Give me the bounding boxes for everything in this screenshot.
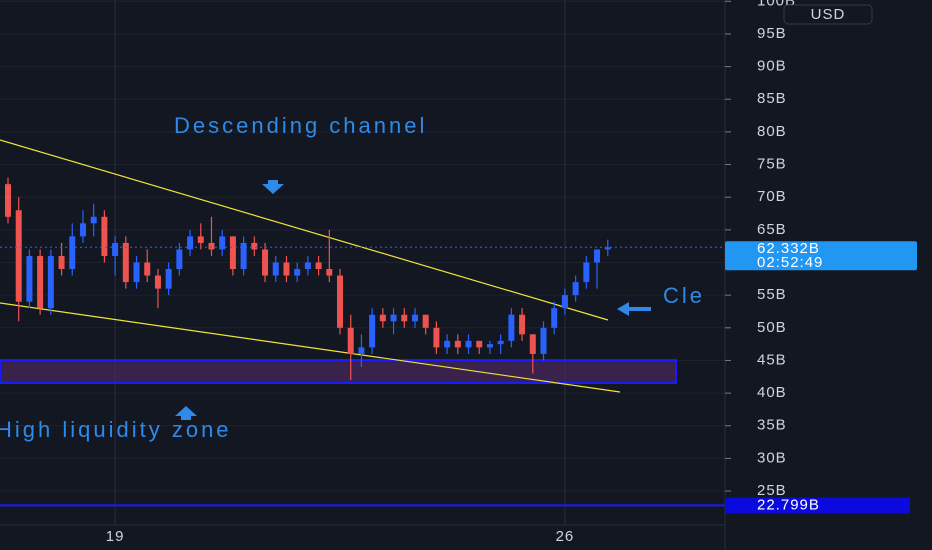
candle-body bbox=[5, 184, 11, 217]
candle-body bbox=[240, 242, 247, 270]
countdown: 02:52:49 bbox=[757, 254, 823, 271]
level-label-box bbox=[725, 497, 910, 514]
candle-body bbox=[337, 275, 344, 328]
y-tick-label: 65B bbox=[757, 221, 787, 238]
candle-body bbox=[26, 255, 33, 302]
candle-body bbox=[369, 314, 376, 348]
plot-area: Descending channel High liquidity zone C… bbox=[0, 113, 725, 507]
annotation: High liquidity zone bbox=[0, 417, 232, 442]
x-tick-label: 26 bbox=[556, 528, 575, 545]
y-tick-label: 40B bbox=[757, 384, 787, 401]
candle-body bbox=[229, 236, 236, 270]
candle-body bbox=[561, 295, 568, 309]
y-tick-label: 90B bbox=[757, 58, 787, 75]
y-tick-label: 45B bbox=[757, 351, 787, 368]
candle-body bbox=[304, 262, 311, 270]
candle-body bbox=[144, 262, 151, 276]
candle-body bbox=[326, 269, 333, 276]
candle-body bbox=[572, 282, 579, 296]
candle-body bbox=[154, 275, 161, 289]
candles bbox=[5, 177, 611, 381]
annotation: Descending channel bbox=[174, 113, 427, 138]
candle-body bbox=[551, 308, 558, 328]
candle-body bbox=[15, 210, 22, 302]
candle-body bbox=[133, 262, 140, 283]
candle-body bbox=[197, 236, 204, 243]
annotation: Cle bbox=[663, 283, 705, 308]
y-tick-label: 100B bbox=[757, 0, 796, 9]
price-axis bbox=[725, 0, 932, 550]
candle-body bbox=[101, 216, 108, 256]
y-tick-label: 35B bbox=[757, 417, 787, 434]
channel-lower bbox=[0, 302, 621, 393]
liquidity-zone bbox=[0, 359, 677, 384]
y-tick-label: 25B bbox=[757, 482, 787, 499]
candle-body bbox=[433, 327, 440, 348]
level-label: 22.799B bbox=[757, 496, 820, 513]
currency[interactable]: USD bbox=[811, 6, 846, 23]
arrow-left bbox=[617, 302, 651, 316]
currency-button[interactable] bbox=[783, 4, 873, 25]
candle-body bbox=[58, 255, 65, 270]
candle-body bbox=[165, 269, 172, 289]
candle-body bbox=[411, 314, 418, 322]
candle-body bbox=[444, 340, 451, 348]
candle-body bbox=[69, 236, 76, 270]
candle-body bbox=[390, 314, 397, 322]
candle-body bbox=[529, 334, 536, 354]
candle-body bbox=[112, 242, 119, 256]
candle-body bbox=[283, 262, 290, 276]
candle-body bbox=[176, 249, 183, 270]
candle-body bbox=[519, 314, 526, 335]
price-label-box bbox=[725, 241, 917, 271]
candle-body bbox=[315, 262, 322, 270]
candle-body bbox=[272, 262, 279, 276]
candle-body bbox=[251, 242, 258, 250]
candle-body bbox=[47, 255, 54, 309]
price-label: 62.332B bbox=[757, 240, 820, 257]
arrow-up bbox=[175, 406, 197, 420]
y-tick-label: 70B bbox=[757, 188, 787, 205]
y-tick-label: 55B bbox=[757, 286, 787, 303]
y-tick-label: 75B bbox=[757, 156, 787, 173]
candle-body bbox=[347, 327, 354, 354]
axis-labels: 25B30B35B40B45B50B55B60B65B70B75B80B85B9… bbox=[106, 0, 796, 545]
y-tick-label: 95B bbox=[757, 25, 787, 42]
candle-body bbox=[604, 247, 611, 250]
candle-body bbox=[583, 262, 590, 283]
candle-body bbox=[358, 347, 365, 354]
candle-body bbox=[508, 314, 515, 341]
candle-body bbox=[465, 340, 472, 348]
candle-body bbox=[454, 340, 461, 348]
candle-body bbox=[294, 269, 301, 276]
candle-body bbox=[262, 249, 269, 276]
arrow-down bbox=[262, 180, 284, 194]
y-tick-label: 30B bbox=[757, 449, 787, 466]
candle-body bbox=[79, 223, 86, 237]
y-tick-label: 80B bbox=[757, 123, 787, 140]
y-tick-label: 50B bbox=[757, 319, 787, 336]
candle-body bbox=[401, 314, 408, 322]
candle-body bbox=[90, 216, 97, 224]
candle-body bbox=[540, 327, 547, 354]
candle-body bbox=[187, 236, 194, 250]
candle-body bbox=[422, 314, 429, 328]
candle-body bbox=[486, 344, 493, 348]
candle-body bbox=[594, 249, 601, 263]
candle-body bbox=[379, 314, 386, 322]
y-tick-label: 85B bbox=[757, 90, 787, 107]
candle-body bbox=[122, 242, 129, 283]
candle-body bbox=[476, 340, 483, 348]
grid bbox=[0, 0, 725, 525]
candle-body bbox=[37, 255, 44, 309]
channel-upper bbox=[0, 139, 609, 321]
candle-body bbox=[208, 242, 215, 250]
x-tick-label: 19 bbox=[106, 528, 125, 545]
candle-body bbox=[219, 236, 226, 250]
candle-body bbox=[497, 340, 504, 345]
